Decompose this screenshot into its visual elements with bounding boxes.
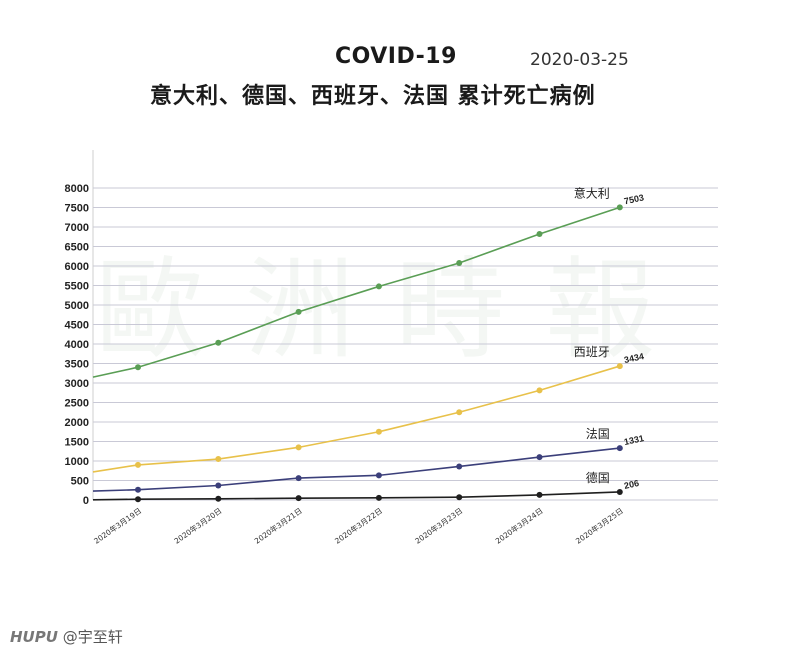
data-label-germany: 206 [623,478,640,491]
x-tick-label: 2020年3月19日 [92,505,144,545]
data-point-germany [536,491,543,498]
data-point-italy [215,339,222,346]
data-point-spain [536,387,543,394]
series-line-italy [92,206,621,378]
brand-logo: HUPU [10,628,58,646]
data-point-germany [456,494,463,501]
data-point-germany [135,496,141,503]
credit-user: @宇至轩 [62,628,123,646]
data-point-france [215,482,222,489]
data-point-france [295,475,302,482]
series-label-france: 法国 [586,427,610,441]
y-tick-label: 6500 [65,242,89,254]
y-tick-label: 3000 [65,378,89,390]
series-line-spain [92,365,621,473]
y-tick-label: 5500 [65,281,89,293]
data-point-france [135,486,141,493]
y-tick-label: 1500 [65,437,89,449]
data-point-spain [616,363,623,370]
y-tick-label: 2000 [65,417,89,429]
y-tick-label: 7000 [65,222,89,234]
series-label-germany: 德国 [586,470,610,485]
y-tick-label: 500 [71,476,89,488]
x-tick-label: 2020年3月25日 [573,505,625,545]
chart-date: 2020-03-25 [530,50,629,70]
data-point-spain [375,428,382,435]
data-point-spain [135,461,141,468]
data-label-france: 1331 [623,433,645,447]
data-point-spain [295,444,302,451]
y-tick-label: 3500 [65,359,89,371]
y-tick-label: 6000 [65,261,89,273]
series-label-italy: 意大利 [574,185,610,200]
series-label-spain: 西班牙 [574,345,610,359]
data-point-spain [215,456,222,463]
series-line-germany [92,491,620,501]
data-point-germany [215,495,222,502]
series-line-france [92,447,620,492]
data-point-germany [616,488,623,495]
data-point-france [456,463,463,470]
data-point-france [616,445,623,452]
y-tick-label: 8000 [65,183,89,195]
y-tick-label: 4000 [65,339,89,351]
y-tick-label: 2500 [65,398,89,410]
x-tick-label: 2020年3月20日 [172,505,224,545]
data-point-france [536,454,543,461]
x-tick-label: 2020年3月22日 [333,505,385,545]
y-tick-label: 1000 [65,456,89,468]
data-point-germany [295,495,302,502]
data-point-italy [456,259,463,266]
data-point-spain [456,409,463,416]
data-label-italy: 7503 [623,192,645,206]
data-label-spain: 3434 [623,351,645,365]
credit: HUPU @宇至轩 [10,626,123,647]
y-tick-label: 7500 [65,203,89,215]
y-tick-label: 4500 [65,320,89,332]
chart-subtitle: 意大利、德国、西班牙、法国 累计死亡病例 [150,84,596,109]
data-point-italy [135,364,141,371]
data-point-italy [295,308,302,315]
data-point-germany [375,494,382,501]
chart-title: COVID-19 [335,44,457,69]
y-tick-label: 0 [83,495,89,507]
data-point-italy [616,204,623,211]
data-point-italy [536,231,543,238]
x-tick-label: 2020年3月23日 [413,505,465,545]
data-point-italy [375,283,382,290]
data-point-france [375,472,382,479]
x-tick-label: 2020年3月21日 [252,505,304,545]
y-tick-label: 5000 [65,300,89,312]
x-tick-label: 2020年3月24日 [493,505,545,545]
